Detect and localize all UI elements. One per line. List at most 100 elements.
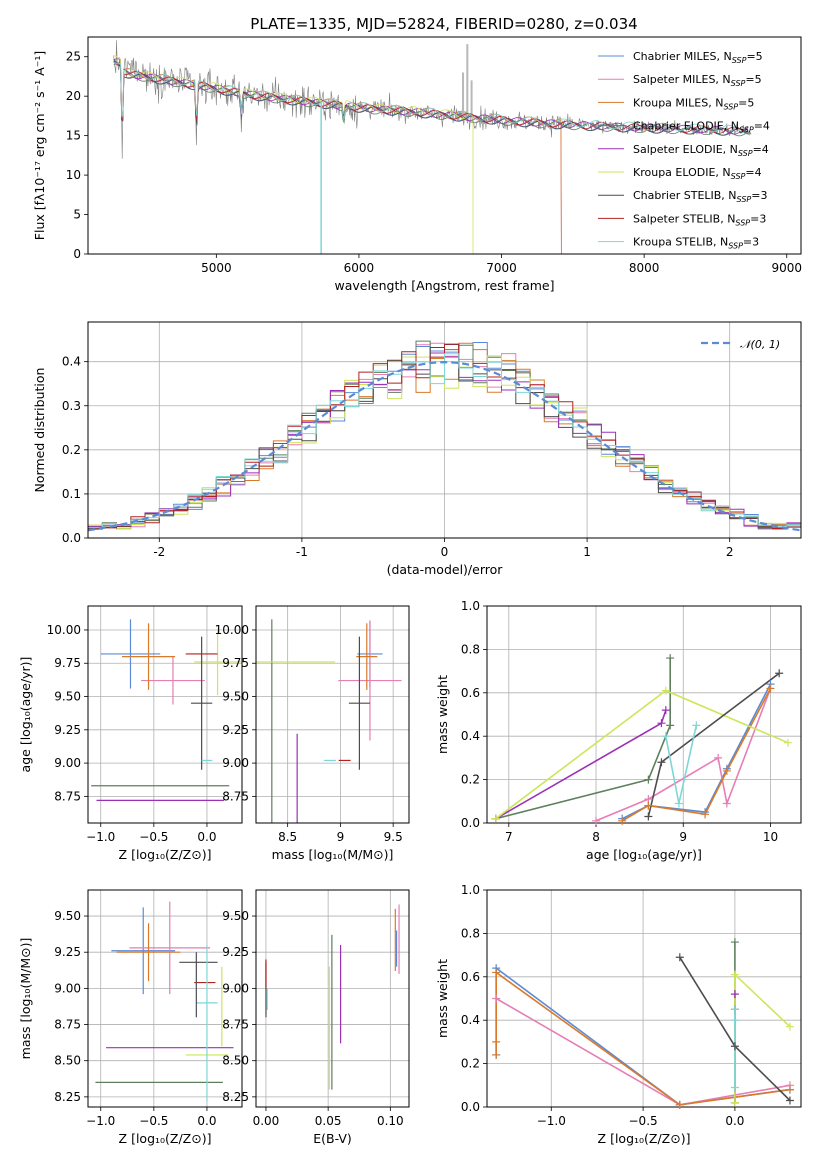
weight-marker-kroupa_elodie	[730, 970, 739, 979]
age_vs_Z-xtick-label: −0.5	[139, 830, 168, 844]
mass_vs_Z-xlabel: Z [log₁₀(Z/Z⊙)]	[119, 1131, 212, 1146]
gaussian-curve	[88, 360, 801, 532]
mass_vs_Z-ytick-label: 9.25	[54, 945, 81, 959]
age_vs_mass-ytick-label: 9.50	[222, 690, 249, 704]
mass_vs_Z-panel: −1.0 −0.5 0.0 8.25 8.50 8.75 9.00 9.25 9.50 Z [lo…	[18, 889, 243, 1146]
age_vs_Z-panel: −1.0 −0.5 0.0 8.75 9.00 9.25 9.50 9.75 10.00 Z [l…	[18, 605, 243, 862]
weight-marker-kroupa_stelib	[692, 721, 701, 730]
age_vs_Z-frame	[87, 605, 243, 824]
weight-marker-kroupa_stelib	[661, 732, 670, 741]
age_vs_Z-ytick-label: 10.00	[47, 623, 81, 637]
weight_vs_Z-frame	[486, 889, 802, 1108]
weight_vs_age-xtick-label: 9	[679, 830, 687, 844]
spectrum-xtick-label: 7000	[486, 261, 517, 275]
weight_vs_Z-ytick-label: 0.4	[461, 1013, 480, 1027]
weight_vs_Z-xtick-label: −1.0	[537, 1114, 566, 1128]
mass_vs_ebv-ticks: 0.00 0.05 0.10 8.25 8.50 8.75 9.00 9.25 9.50	[222, 890, 409, 1128]
spectrum-ytick-label: 5	[73, 208, 81, 222]
legend-label-text: Salpeter MILES, N	[633, 73, 731, 86]
mass_vs_ebv-ytick-label: 9.50	[222, 909, 249, 923]
legend-label-3: Chabrier ELODIE, NSSP=4	[633, 120, 770, 135]
weight-marker-salpeter_miles	[722, 799, 731, 808]
weight-marker-kroupa_miles	[644, 801, 653, 810]
spectrum-frame	[87, 36, 802, 255]
legend-label-text: Kroupa ELODIE, N	[633, 166, 731, 179]
legend-label-sub: SSP	[739, 126, 754, 135]
weight-marker-kroupa_stelib	[730, 1005, 739, 1014]
mass_vs_Z-ytick-label: 8.75	[54, 1018, 81, 1032]
age_vs_mass-plot-area	[256, 619, 402, 823]
age_vs_mass-xlabel: mass [log₁₀(M/M⊙)]	[272, 847, 394, 862]
weight-marker-salpeter_elodie	[730, 990, 739, 999]
legend-label-eq: =4	[745, 166, 761, 179]
weight-marker-kroupa_elodie	[730, 1098, 739, 1107]
mass_vs_ebv-xtick-label: 0.00	[253, 1114, 280, 1128]
gauss-legend-label: 𝒩(0, 1)	[740, 338, 780, 351]
weight-marker-kroupa_miles	[766, 684, 775, 693]
age_vs_mass-xtick-label: 8.5	[278, 830, 297, 844]
legend-label-eq: =4	[753, 143, 769, 156]
age_vs_mass-ytick-label: 9.00	[222, 756, 249, 770]
mass_vs_ebv-xtick-label: 0.10	[377, 1114, 404, 1128]
legend-label-sub: SSP	[737, 195, 752, 204]
legend-label-sub: SSP	[728, 242, 743, 251]
weight_vs_age-frame	[486, 605, 802, 824]
mass_vs_ebv-xtick-label: 0.05	[315, 1114, 342, 1128]
spectrum-ytick-label: 10	[66, 168, 81, 182]
legend-label-sub: SSP	[738, 149, 753, 158]
weight-marker-chabrier_stelib	[657, 758, 666, 767]
weight-marker-chabrier_elodie	[666, 654, 675, 663]
residuals-ytick-label: 0.1	[62, 487, 81, 501]
weight-marker-kroupa_elodie	[783, 738, 792, 747]
weight-marker-chabrier_elodie	[644, 775, 653, 784]
age_vs_mass-xtick-label: 9	[337, 830, 345, 844]
mass_vs_Z-ylabel: mass [log₁₀(M/M⊙)]	[18, 938, 33, 1060]
mass_vs_Z-ytick-label: 8.25	[54, 1090, 81, 1104]
residuals-frame	[87, 321, 802, 539]
age_vs_mass-xtick-label: 9.5	[384, 830, 403, 844]
weight_vs_age-ytick-label: 1.0	[461, 599, 480, 613]
age_vs_Z-xtick-label: −1.0	[86, 830, 115, 844]
age_vs_Z-ytick-label: 9.00	[54, 756, 81, 770]
spectrum-xtick-label: 8000	[629, 261, 660, 275]
mass_vs_Z-xtick-label: −0.5	[139, 1114, 168, 1128]
weight_vs_age-ytick-label: 0.2	[461, 773, 480, 787]
spectrum-ytick-label: 25	[66, 50, 81, 64]
spectrum-ticks: 5000 6000 7000 8000 9000 0 5 10 15 20 25	[66, 50, 802, 275]
weight_vs_Z-ytick-label: 1.0	[461, 883, 480, 897]
age_vs_Z-ylabel: age [log₁₀(age/yr)]	[18, 657, 33, 773]
legend-label-eq: =4	[754, 120, 770, 133]
legend-label-text: Kroupa STELIB, N	[633, 236, 728, 249]
age_vs_Z-ytick-label: 9.75	[54, 656, 81, 670]
mass_vs_ebv-xlabel: E(B-V)	[313, 1131, 352, 1146]
spectrum-ytick-label: 0	[73, 247, 81, 261]
weight-marker-kroupa_miles	[701, 810, 710, 819]
mass_vs_ebv-ytick-label: 8.50	[222, 1054, 249, 1068]
spectrum-ytick-label: 15	[66, 129, 81, 143]
residuals-xtick-label: -1	[296, 545, 308, 559]
legend-label-eq: =3	[750, 212, 766, 225]
spectrum-xtick-label: 9000	[771, 261, 802, 275]
spectrum-ylabel: Flux [fλ10⁻¹⁷ erg cm⁻² s⁻¹ A⁻¹]	[32, 51, 47, 240]
weight-marker-kroupa_stelib	[730, 1016, 739, 1025]
weight_vs_age-xlabel: age [log₁₀(age/yr)]	[586, 847, 702, 862]
age_vs_Z-ytick-label: 8.75	[54, 789, 81, 803]
age_vs_Z-xtick-label: 0.0	[197, 830, 216, 844]
weight_vs_Z-ytick-label: 0.6	[461, 970, 480, 984]
legend-label-eq: =3	[751, 189, 767, 202]
weight-marker-chabrier_stelib	[675, 953, 684, 962]
legend-label-1: Salpeter MILES, NSSP=5	[633, 73, 762, 88]
age_vs_Z-ytick-label: 9.50	[54, 690, 81, 704]
residuals-ytick-label: 0.0	[62, 531, 81, 545]
mass_vs_Z-xtick-label: −1.0	[86, 1114, 115, 1128]
weight-marker-kroupa_miles	[492, 1050, 501, 1059]
mass_vs_Z-ticks: −1.0 −0.5 0.0 8.25 8.50 8.75 9.00 9.25 9.50	[54, 890, 242, 1128]
legend-label-eq: =5	[738, 96, 754, 109]
age_vs_Z-ticks: −1.0 −0.5 0.0 8.75 9.00 9.25 9.50 9.75 10.00	[47, 606, 242, 844]
weight-marker-chabrier_stelib	[730, 1042, 739, 1051]
weight-marker-salpeter_miles	[592, 816, 601, 825]
weight_vs_age-ytick-label: 0.0	[461, 816, 480, 830]
mass_vs_ebv-ytick-label: 8.25	[222, 1090, 249, 1104]
weight_vs_age-xtick-label: 7	[505, 830, 513, 844]
weight_vs_Z-ytick-label: 0.8	[461, 926, 480, 940]
